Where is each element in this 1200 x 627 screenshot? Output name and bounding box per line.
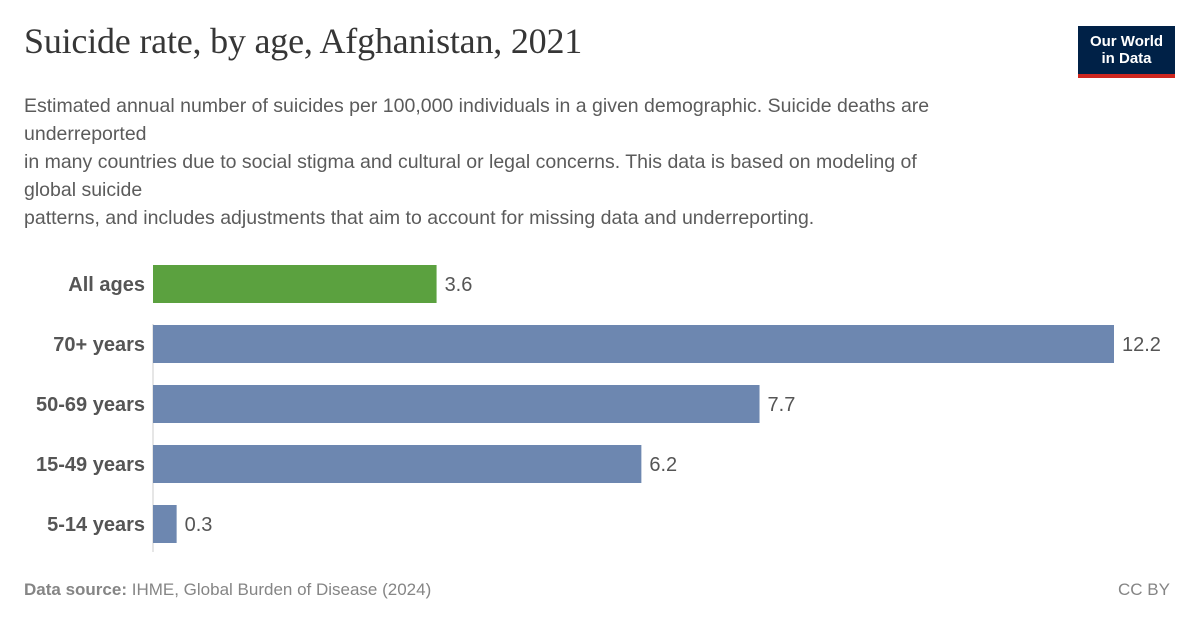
data-source-label: Data source: xyxy=(24,580,127,599)
subtitle-line: patterns, and includes adjustments that … xyxy=(24,207,815,229)
subtitle-line: Estimated annual number of suicides per … xyxy=(24,95,930,117)
value-label: 12.2 xyxy=(1122,334,1161,356)
bar xyxy=(153,445,642,483)
subtitle-line: global suicide xyxy=(24,179,143,201)
bar-chart: All ages 3.6 70+ years 12.2 50-69 years 7.7 15… xyxy=(36,265,1161,552)
category-label: 50-69 years xyxy=(36,394,145,416)
bar xyxy=(153,325,1114,363)
data-source: Data source: IHME, Global Burden of Dise… xyxy=(24,580,431,600)
value-label: 0.3 xyxy=(185,514,213,536)
bar xyxy=(153,385,760,423)
chart-title: Suicide rate, by age, Afghanistan, 2021 xyxy=(24,21,583,61)
category-label: 15-49 years xyxy=(36,454,145,476)
bar xyxy=(153,505,177,543)
bar xyxy=(153,265,437,303)
chart-subtitle: Estimated annual number of suicides per … xyxy=(24,92,1164,232)
logo-line-2: in Data xyxy=(1101,50,1152,67)
license-link[interactable]: CC BY xyxy=(1118,580,1170,599)
category-label: 70+ years xyxy=(53,334,145,356)
value-label: 6.2 xyxy=(649,454,677,476)
subtitle-line: underreported xyxy=(24,123,147,145)
logo-line-1: Our World xyxy=(1089,33,1164,50)
data-source-text: IHME, Global Burden of Disease (2024) xyxy=(131,580,432,599)
value-label: 3.6 xyxy=(445,274,473,296)
owid-logo[interactable]: Our World in Data xyxy=(1078,26,1175,78)
subtitle-line: in many countries due to social stigma a… xyxy=(24,151,917,173)
category-label: 5-14 years xyxy=(47,514,145,536)
category-label: All ages xyxy=(68,274,145,296)
value-label: 7.7 xyxy=(768,394,796,416)
